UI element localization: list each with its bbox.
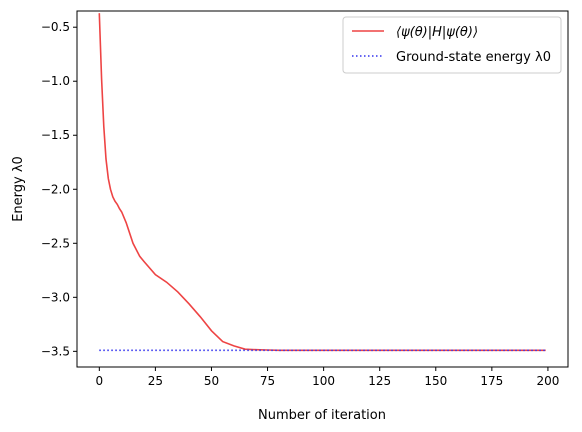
x-axis-ticks: 0 25 50 75 100 125 150 175 200 — [95, 367, 559, 388]
x-tick-label: 150 — [424, 374, 447, 388]
y-tick-label: −1.5 — [41, 128, 70, 142]
y-tick-label: −3.5 — [41, 344, 70, 358]
x-tick-label: 0 — [95, 374, 103, 388]
y-axis-ticks: −0.5 −1.0 −1.5 −2.0 −2.5 −3.0 −3.5 — [41, 20, 77, 358]
x-tick-label: 175 — [480, 374, 503, 388]
x-tick-label: 100 — [312, 374, 335, 388]
legend-label-energy: ⟨ψ(θ)|H|ψ(θ)⟩ — [396, 25, 478, 40]
x-axis-label: Number of iteration — [258, 408, 386, 423]
x-tick-label: 75 — [260, 374, 275, 388]
y-axis-label: Energy λ0 — [11, 156, 26, 222]
x-tick-label: 200 — [536, 374, 559, 388]
y-tick-label: −2.5 — [41, 236, 70, 250]
y-tick-label: −2.0 — [41, 182, 70, 196]
legend-frame — [342, 16, 562, 74]
series-lines — [98, 13, 546, 352]
legend: ⟨ψ(θ)|H|ψ(θ)⟩ Ground-state energy λ0 — [342, 16, 562, 74]
y-tick-label: −0.5 — [41, 20, 70, 34]
x-tick-label: 125 — [368, 374, 391, 388]
x-tick-label: 25 — [148, 374, 163, 388]
x-tick-label: 50 — [204, 374, 219, 388]
y-tick-label: −1.0 — [41, 74, 70, 88]
legend-label-ground-state: Ground-state energy λ0 — [396, 50, 551, 65]
series-line-0 — [98, 13, 546, 352]
y-tick-label: −3.0 — [41, 290, 70, 304]
